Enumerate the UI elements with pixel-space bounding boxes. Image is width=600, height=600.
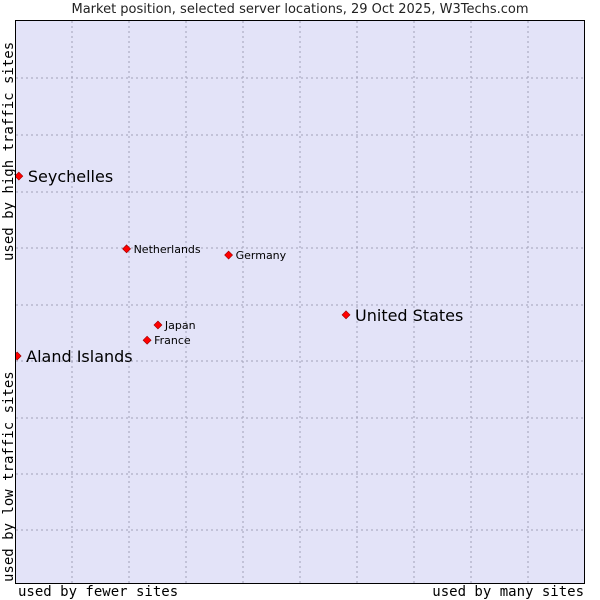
data-label-germany: Germany xyxy=(236,249,287,262)
x-axis-label-low: used by fewer sites xyxy=(18,584,179,600)
data-label-united-states: United States xyxy=(355,306,463,325)
y-axis-label-low: used by low traffic sites xyxy=(1,371,17,582)
chart-title: Market position, selected server locatio… xyxy=(71,2,529,17)
data-label-seychelles: Seychelles xyxy=(28,167,113,186)
data-point-seychelles xyxy=(16,171,24,181)
x-axis-label-high: used by many sites xyxy=(432,584,584,600)
data-point-united-states xyxy=(341,310,351,320)
data-label-netherlands: Netherlands xyxy=(134,243,201,256)
data-label-aland-islands: Aland Islands xyxy=(26,347,133,366)
data-point-netherlands xyxy=(122,244,132,254)
y-axis-label-high: used by high traffic sites xyxy=(1,41,17,261)
data-label-japan: Japan xyxy=(164,319,196,332)
data-point-germany xyxy=(224,250,234,260)
data-point-france xyxy=(142,335,152,345)
data-label-france: France xyxy=(154,334,191,347)
plot-area: Seychelles Netherlands Germany United State… xyxy=(15,20,586,585)
data-point-japan xyxy=(153,320,163,330)
data-point-aland-islands xyxy=(16,351,22,361)
scatter-plot: Seychelles Netherlands Germany United State… xyxy=(16,21,586,585)
